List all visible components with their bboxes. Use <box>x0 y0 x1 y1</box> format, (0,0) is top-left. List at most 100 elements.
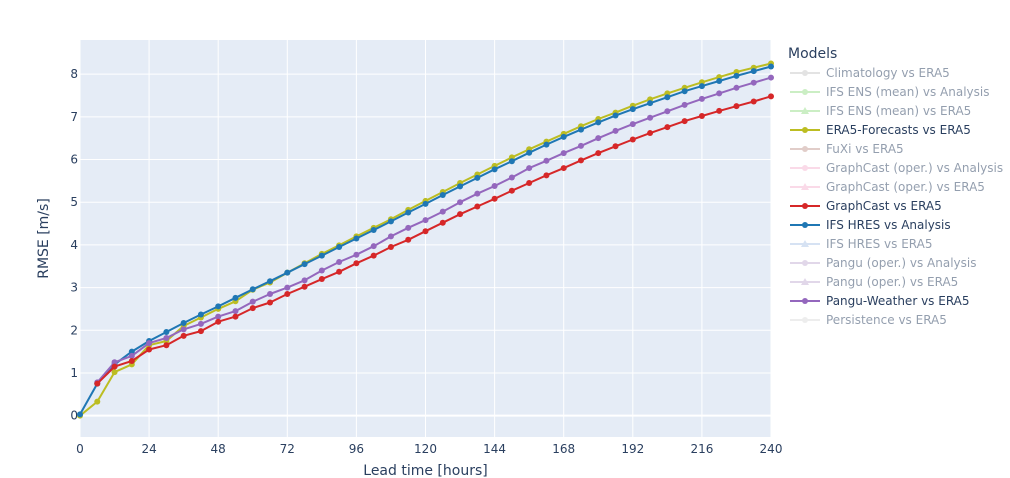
legend-circle-marker <box>802 70 808 76</box>
data-point <box>267 290 274 297</box>
legend-label: FuXi vs ERA5 <box>826 142 904 156</box>
data-point <box>422 228 429 235</box>
legend-item-ifs-ens-mean-vs-era5[interactable]: IFS ENS (mean) vs ERA5 <box>790 104 971 118</box>
legend-label: Persistence vs ERA5 <box>826 313 947 327</box>
x-tick-label: 240 <box>760 442 783 456</box>
legend-item-graphcast-oper-vs-era5[interactable]: GraphCast (oper.) vs ERA5 <box>790 180 985 194</box>
data-point <box>716 77 723 84</box>
data-point <box>526 149 533 156</box>
legend-item-ifs-ens-mean-vs-analysis[interactable]: IFS ENS (mean) vs Analysis <box>790 85 989 99</box>
data-point <box>716 90 723 97</box>
data-point <box>370 252 377 259</box>
data-point <box>180 320 187 327</box>
data-point <box>629 136 636 143</box>
data-point <box>491 195 498 202</box>
legend-item-ifs-hres-vs-era5[interactable]: IFS HRES vs ERA5 <box>790 237 932 251</box>
legend-item-graphcast-oper-vs-analysis[interactable]: GraphCast (oper.) vs Analysis <box>790 161 1003 175</box>
data-point <box>232 308 239 315</box>
legend-label: IFS ENS (mean) vs ERA5 <box>826 104 971 118</box>
data-point <box>353 251 360 258</box>
data-point <box>664 108 671 115</box>
data-point <box>336 268 343 275</box>
data-point <box>681 101 688 108</box>
legend-triangle-marker <box>801 183 809 190</box>
data-point <box>197 328 204 335</box>
legend-item-fuxi-vs-era5[interactable]: FuXi vs ERA5 <box>790 142 904 156</box>
legend-triangle-marker <box>801 107 809 114</box>
legend-label: Pangu (oper.) vs Analysis <box>826 256 976 270</box>
data-point <box>353 260 360 267</box>
data-point <box>681 88 688 95</box>
data-point <box>197 320 204 327</box>
data-point <box>387 218 394 225</box>
legend-item-pangu-weather-vs-era5[interactable]: Pangu-Weather vs ERA5 <box>790 294 970 308</box>
series-line-pangu-weather-vs-era5 <box>96 76 772 384</box>
data-point <box>716 107 723 114</box>
data-point <box>215 313 222 320</box>
legend-circle-marker <box>802 222 808 228</box>
data-point <box>508 158 515 165</box>
y-tick-labels: 0 1 2 3 4 5 6 7 8 <box>70 67 78 423</box>
x-tick-label: 168 <box>552 442 575 456</box>
legend-item-pangu-oper-vs-analysis[interactable]: Pangu (oper.) vs Analysis <box>790 256 976 270</box>
data-point <box>301 261 308 268</box>
data-point <box>232 313 239 320</box>
data-point <box>249 286 256 293</box>
data-point <box>422 217 429 224</box>
data-point <box>577 126 584 133</box>
data-point <box>681 118 688 125</box>
legend-label: IFS ENS (mean) vs Analysis <box>826 85 989 99</box>
data-point <box>491 182 498 189</box>
legend-item-pangu-oper-vs-era5[interactable]: Pangu (oper.) vs ERA5 <box>790 275 958 289</box>
legend-circle-marker <box>802 127 808 133</box>
data-point <box>595 150 602 157</box>
legend-label: GraphCast (oper.) vs Analysis <box>826 161 1003 175</box>
data-point <box>163 328 170 335</box>
legend-item-graphcast-vs-era5[interactable]: GraphCast vs ERA5 <box>790 199 942 213</box>
legend-item-climatology-vs-era5[interactable]: Climatology vs ERA5 <box>790 66 950 80</box>
data-point <box>370 226 377 233</box>
data-point <box>318 276 325 283</box>
legend-item-era5-forecasts-vs-era5[interactable]: ERA5-Forecasts vs ERA5 <box>790 123 971 137</box>
data-point <box>474 190 481 197</box>
data-point <box>336 244 343 251</box>
data-point <box>387 244 394 251</box>
series-pangu-weather-vs-era5 <box>94 74 774 386</box>
legend-circle-marker <box>802 165 808 171</box>
data-point <box>249 298 256 305</box>
series-graphcast-vs-era5 <box>94 93 774 387</box>
data-point <box>612 112 619 119</box>
data-point <box>560 133 567 140</box>
data-point <box>111 369 118 376</box>
legend-item-persistence-vs-era5[interactable]: Persistence vs ERA5 <box>790 313 947 327</box>
series-ifs-hres-vs-analysis <box>77 63 774 418</box>
x-tick-label: 24 <box>141 442 156 456</box>
data-point <box>508 174 515 181</box>
data-point <box>543 157 550 164</box>
data-point <box>301 283 308 290</box>
data-point <box>284 284 291 291</box>
data-point <box>698 112 705 119</box>
y-tick-label: 8 <box>70 67 78 81</box>
legend-item-ifs-hres-vs-analysis[interactable]: IFS HRES vs Analysis <box>790 218 951 232</box>
data-point <box>405 224 412 231</box>
data-point <box>750 98 757 105</box>
data-point <box>163 334 170 341</box>
data-point <box>750 79 757 86</box>
data-point <box>664 94 671 101</box>
data-point <box>77 411 83 418</box>
data-point <box>249 305 256 312</box>
data-point <box>543 141 550 148</box>
data-point <box>698 95 705 102</box>
data-point <box>612 127 619 134</box>
data-point <box>336 258 343 265</box>
data-point <box>526 165 533 172</box>
data-point <box>146 346 153 353</box>
data-point <box>197 311 204 318</box>
x-tick-labels: 0 24 48 72 96 120 144 168 192 216 240 <box>76 442 782 456</box>
data-point <box>405 209 412 216</box>
data-point <box>370 243 377 250</box>
data-point <box>491 166 498 173</box>
data-point <box>457 199 464 206</box>
legend-label: IFS HRES vs ERA5 <box>826 237 932 251</box>
